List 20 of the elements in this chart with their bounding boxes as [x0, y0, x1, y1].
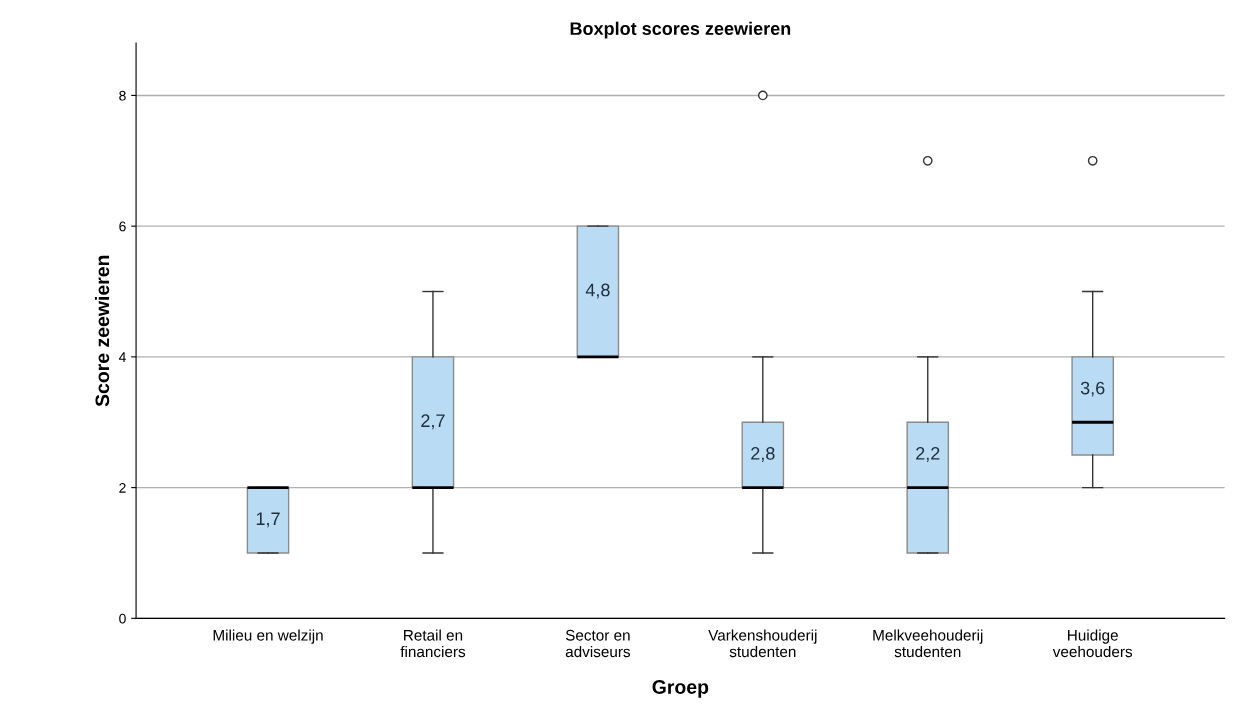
annotation: 2,8	[751, 446, 775, 462]
x-tick-label: Milieu en welzijn	[213, 629, 323, 644]
x-tick-label: Huidige veehouders	[1052, 629, 1133, 658]
annotation: 1,7	[256, 512, 280, 528]
x-tick-label: Sector en adviseurs	[565, 629, 631, 658]
y-axis-title: Score zeewieren	[94, 255, 110, 407]
x-tick-label: Varkenshouderij studenten	[708, 629, 817, 658]
y-tick-label: 4	[118, 352, 126, 362]
chart-title: Boxplot scores zeewieren	[570, 21, 791, 39]
annotation: 2,2	[916, 446, 940, 462]
y-tick-label: 0	[119, 613, 126, 624]
x-tick-label: Melkveehouderij studenten	[873, 629, 983, 658]
x-tick-label: Retail en financiers	[400, 629, 466, 658]
y-tick-label: 8	[119, 90, 126, 101]
annotation: 3,6	[1080, 381, 1105, 397]
y-tick-label: 6	[119, 221, 126, 232]
y-tick-label: 2	[119, 482, 126, 493]
x-axis-title: Groep	[652, 680, 709, 698]
annotation: 4,8	[585, 283, 610, 299]
annotation: 2,7	[421, 414, 445, 430]
